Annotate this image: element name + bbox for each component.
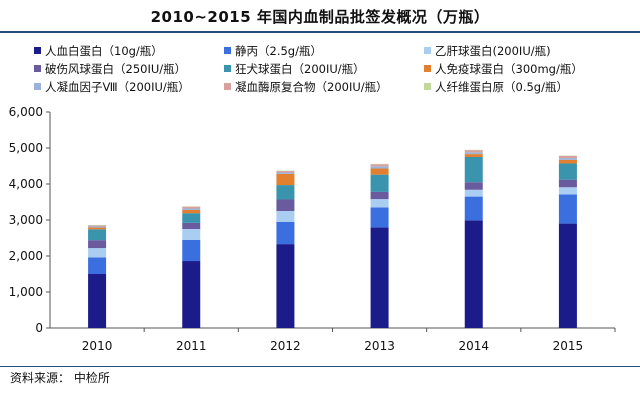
bar-segment xyxy=(88,248,107,258)
bar-segment xyxy=(370,227,389,328)
bar-segment xyxy=(464,182,483,190)
bar-segment xyxy=(182,209,201,214)
bar-segment xyxy=(88,229,107,241)
legend-item: 人凝血因子Ⅷ（200IU/瓶） xyxy=(34,80,190,94)
legend-swatch xyxy=(224,47,231,54)
bar-segment xyxy=(182,239,201,262)
bar-segment xyxy=(464,157,483,183)
legend-swatch xyxy=(34,65,41,72)
bar-segment xyxy=(558,158,577,160)
source-note: 资料来源： 中检所 xyxy=(10,371,110,385)
x-tick-label: 2015 xyxy=(553,339,584,353)
bar-segment xyxy=(370,207,389,228)
bar-segment xyxy=(464,189,483,197)
legend-label: 静丙（2.5g/瓶） xyxy=(235,44,322,58)
bar-segment xyxy=(558,223,577,328)
legend-item: 狂犬球蛋白（200IU/瓶） xyxy=(224,62,365,76)
legend-item: 人纤维蛋白原（0.5g/瓶） xyxy=(424,80,568,94)
x-tick-label: 2013 xyxy=(364,339,395,353)
bar-segment xyxy=(276,211,295,222)
bar-segment xyxy=(464,220,483,328)
bar-segment xyxy=(182,208,201,210)
bar-segment xyxy=(88,226,107,228)
legend-label: 狂犬球蛋白（200IU/瓶） xyxy=(235,62,365,76)
bar-segment xyxy=(370,168,389,175)
bar-segment xyxy=(276,173,295,186)
bar-segment xyxy=(182,213,201,223)
legend-item: 静丙（2.5g/瓶） xyxy=(224,44,322,58)
stacked-bar-chart: 0 1,000 2,000 3,000 4,000 5,000 6,000 2010 2011 2… xyxy=(9,105,616,353)
y-tick-label: 2,000 xyxy=(9,249,43,263)
y-tick-label: 0 xyxy=(35,321,43,335)
bar-segment xyxy=(558,163,577,180)
y-tick-label: 3,000 xyxy=(9,213,43,227)
bar-segment xyxy=(464,152,483,155)
bar-segment xyxy=(558,155,577,159)
bar-segment xyxy=(370,199,389,208)
x-tick-label: 2011 xyxy=(176,339,207,353)
legend-swatch xyxy=(224,65,231,72)
bar-segment xyxy=(558,194,577,224)
y-tick-label: 4,000 xyxy=(9,177,43,191)
footer-divider xyxy=(0,366,640,367)
y-tick-label: 5,000 xyxy=(9,141,43,155)
legend-item: 乙肝球蛋白(200IU/瓶) xyxy=(424,44,551,58)
bar-segment xyxy=(370,166,389,169)
legend-swatch xyxy=(424,47,431,54)
legend-item: 凝血酶原复合物（200IU/瓶） xyxy=(224,80,388,94)
legend-label: 破伤风球蛋白（250IU/瓶） xyxy=(45,62,187,76)
bar-segment xyxy=(182,261,201,328)
legend-swatch xyxy=(34,47,41,54)
legend-swatch xyxy=(34,83,41,90)
title-divider xyxy=(0,31,640,33)
bar-segment xyxy=(370,164,389,167)
bar-segment xyxy=(464,150,483,153)
legend-swatch xyxy=(424,83,431,90)
bar-segment xyxy=(276,185,295,200)
y-tick-label: 6,000 xyxy=(9,105,43,119)
legend-item: 人血白蛋白（10g/瓶） xyxy=(34,44,163,58)
legend-item: 人免疫球蛋白（300mg/瓶） xyxy=(424,62,583,76)
y-tick-label: 1,000 xyxy=(9,285,43,299)
bar-segment xyxy=(88,240,107,249)
bar-segment xyxy=(88,257,107,274)
bar-segment xyxy=(558,179,577,188)
x-tick-label: 2010 xyxy=(82,339,113,353)
legend-label: 人纤维蛋白原（0.5g/瓶） xyxy=(435,80,568,94)
bar-segment xyxy=(182,229,201,240)
bar-segment xyxy=(88,274,107,328)
legend-swatch xyxy=(424,65,431,72)
bar-segment xyxy=(464,196,483,221)
legend-label: 人凝血因子Ⅷ（200IU/瓶） xyxy=(45,80,190,94)
legend-swatch xyxy=(224,83,231,90)
bar-segment xyxy=(182,222,201,229)
x-tick-label: 2014 xyxy=(458,339,489,353)
bar-segment xyxy=(558,159,577,164)
legend-label: 凝血酶原复合物（200IU/瓶） xyxy=(235,80,388,94)
legend-item: 破伤风球蛋白（250IU/瓶） xyxy=(34,62,186,76)
bar-segment xyxy=(276,171,295,173)
bar-segment xyxy=(370,174,389,192)
chart-title: 2010~2015 年国内血制品批签发概况（万瓶） xyxy=(150,8,490,26)
bar-segment xyxy=(276,221,295,245)
bar-segment xyxy=(558,187,577,195)
legend-label: 乙肝球蛋白(200IU/瓶) xyxy=(435,44,551,58)
bar-segment xyxy=(370,191,389,200)
bar-segment xyxy=(464,154,483,157)
bar-segment xyxy=(276,244,295,328)
x-tick-label: 2012 xyxy=(270,339,301,353)
bar-segment xyxy=(88,225,107,227)
bar-segment xyxy=(276,199,295,211)
bar-segment xyxy=(182,206,201,209)
bar-segment xyxy=(88,227,107,230)
bar-segment xyxy=(276,172,295,174)
legend-label: 人免疫球蛋白（300mg/瓶） xyxy=(435,62,583,76)
legend-label: 人血白蛋白（10g/瓶） xyxy=(45,44,163,58)
